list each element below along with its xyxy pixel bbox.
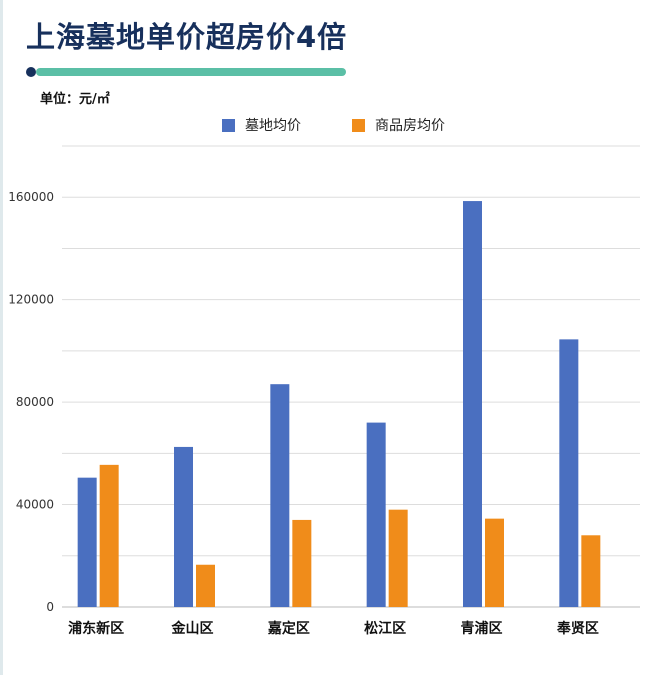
y-tick-label: 0 (46, 600, 54, 614)
bar-cemetery (77, 477, 97, 607)
x-tick-label: 青浦区 (461, 620, 503, 637)
bar-cemetery (270, 384, 290, 607)
x-tick-label: 嘉定区 (267, 620, 310, 637)
x-tick-label: 浦东新区 (68, 620, 124, 637)
bar-cemetery (463, 201, 482, 607)
bar-cemetery (559, 339, 579, 607)
accent-dot (26, 67, 36, 77)
bar-housing (292, 519, 312, 607)
legend-swatch-cemetery (222, 118, 235, 132)
bar-housing (388, 509, 408, 607)
y-tick-label: 80000 (16, 395, 54, 409)
y-tick-label: 120000 (8, 293, 54, 307)
legend-item-cemetery: 墓地均价 (222, 114, 301, 136)
bar-housing (581, 535, 601, 607)
x-tick-label: 金山区 (171, 620, 214, 637)
legend-label-cemetery: 墓地均价 (245, 118, 301, 134)
bar-housing (99, 464, 119, 607)
accent-bar (36, 68, 346, 76)
legend-swatch-housing (352, 118, 365, 132)
x-tick-label: 奉贤区 (557, 620, 599, 637)
y-tick-label: 40000 (16, 498, 54, 512)
bar-housing (196, 564, 215, 607)
legend-item-housing: 商品房均价 (352, 114, 445, 136)
bar-housing (485, 518, 504, 607)
legend: 墓地均价 商品房均价 (0, 114, 650, 136)
bar-cemetery (174, 446, 193, 607)
legend-label-housing: 商品房均价 (375, 118, 445, 134)
y-tick-label: 160000 (8, 190, 54, 204)
unit-label: 单位：元/㎡ (40, 92, 110, 107)
left-border (0, 0, 3, 675)
x-tick-label: 松江区 (364, 620, 406, 637)
chart-title: 上海墓地单价超房价4倍 (26, 20, 348, 54)
bar-cemetery (366, 422, 386, 607)
